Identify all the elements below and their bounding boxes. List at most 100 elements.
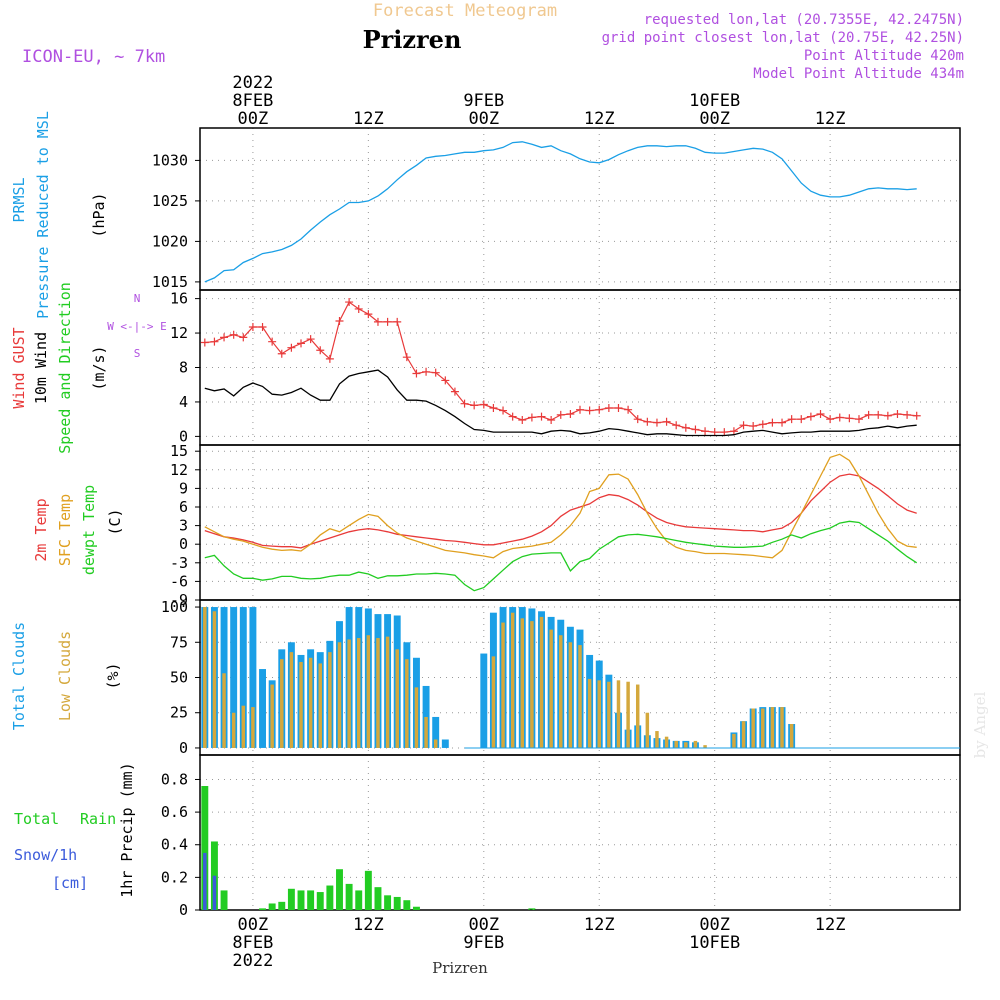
gust-point: [508, 412, 517, 421]
gust-point: [768, 418, 777, 427]
gust-point: [912, 411, 921, 420]
rain-bar: [307, 890, 315, 910]
gust-point: [412, 369, 421, 378]
rain-bar: [355, 890, 363, 910]
low-cloud-bar: [693, 740, 698, 748]
gust-point: [470, 401, 479, 410]
temp-unit: (C): [106, 508, 124, 535]
requested-coords: requested lon,lat (20.7355E, 42.2475N): [644, 12, 964, 28]
gust-point: [787, 415, 796, 424]
low-cloud-bar: [664, 736, 669, 748]
rain-bar: [287, 888, 295, 910]
ytick-label: 0: [179, 427, 188, 445]
gust-point: [662, 417, 671, 426]
gust-point: [556, 410, 565, 419]
gust-point: [778, 418, 787, 427]
gust-point: [864, 410, 873, 419]
gust-point: [229, 330, 238, 339]
point-altitude: Point Altitude 420m: [804, 48, 964, 64]
gust-point: [441, 376, 450, 385]
pressure-unit: (hPa): [90, 192, 108, 237]
gust-point: [354, 304, 363, 313]
low-cloud-bar: [491, 656, 496, 748]
gust-point: [681, 423, 690, 432]
precip-label-total: Total: [14, 810, 59, 828]
rain-bar: [297, 890, 305, 910]
gust-point: [566, 410, 575, 418]
low-cloud-bar: [203, 607, 207, 748]
wind-series-line: [204, 369, 917, 437]
gust-point: [210, 337, 219, 346]
rain-bar: [393, 896, 401, 910]
clouds-unit: (%): [104, 662, 122, 689]
low-cloud-bar: [222, 673, 226, 748]
gust-point: [720, 428, 729, 437]
model-altitude: Model Point Altitude 434m: [753, 66, 964, 82]
top-time-label: 9FEB: [463, 91, 504, 111]
clouds-label-low: Low Clouds: [56, 631, 74, 721]
ytick-label: 8: [179, 359, 188, 377]
top-time-label: 00Z: [238, 109, 269, 129]
total-cloud-bar: [249, 607, 257, 748]
ytick-label: -6: [170, 572, 188, 590]
gust-point: [431, 368, 440, 377]
gust-point: [874, 410, 883, 419]
gust-point: [316, 346, 325, 355]
ytick-label: 0.2: [161, 868, 188, 886]
low-cloud-bar: [616, 680, 621, 748]
gust-point: [729, 427, 738, 436]
top-time-label: 8FEB: [232, 91, 273, 111]
ytick-label: 0: [179, 535, 188, 553]
gust-point: [595, 405, 604, 414]
rain-bar: [201, 786, 209, 910]
snow-bar: [203, 852, 207, 910]
gust-point: [277, 349, 286, 358]
ytick-label: -3: [170, 554, 188, 572]
top-time-label: 12Z: [353, 109, 384, 129]
gust-point: [624, 405, 633, 414]
bottom-time-label: 00Z: [699, 915, 730, 935]
gust-point: [797, 415, 806, 424]
precip-unit: 1hr Precip (mm): [118, 762, 136, 897]
rain-bar: [403, 900, 411, 910]
panel-frame: [199, 127, 961, 291]
gust-point: [297, 339, 306, 348]
gust-point: [758, 420, 767, 429]
low-cloud-bar: [674, 740, 678, 748]
gust-point: [345, 298, 354, 307]
panel-frame: [199, 754, 961, 911]
ytick-label: 0: [179, 739, 188, 757]
total-cloud-bar: [259, 669, 266, 748]
ytick-label: 1030: [152, 151, 188, 169]
bottom-time-label: 10FEB: [689, 933, 740, 953]
gust-point: [364, 310, 373, 319]
rain-bar: [374, 887, 382, 910]
gust-point: [373, 317, 382, 326]
wind-label-gust: Wind GUST: [10, 327, 28, 408]
ytick-label: 75: [170, 633, 188, 651]
low-cloud-bar: [357, 638, 361, 748]
low-cloud-bar: [568, 642, 573, 748]
wind-unit: (m/s): [90, 345, 108, 390]
ytick-label: 0.4: [161, 836, 188, 854]
bottom-time-label: 8FEB: [232, 933, 273, 953]
gust-point: [239, 333, 248, 342]
low-cloud-bar: [347, 639, 351, 748]
rain-bar: [384, 895, 392, 910]
low-cloud-bar: [318, 663, 322, 748]
low-cloud-bar: [251, 707, 255, 748]
ytick-label: 12: [170, 324, 188, 342]
low-cloud-bar: [520, 618, 525, 748]
gust-point: [826, 415, 835, 424]
gust-point: [422, 367, 431, 376]
low-cloud-bar: [405, 659, 409, 748]
gust-point: [614, 403, 623, 412]
ytick-label: 16: [170, 290, 188, 308]
gust-point: [576, 405, 584, 414]
low-cloud-bar: [501, 622, 505, 748]
low-cloud-bar: [626, 681, 630, 748]
dewpt-series-line: [204, 520, 918, 592]
low-cloud-bar: [741, 721, 746, 748]
ytick-label: 1015: [152, 273, 188, 291]
ytick-label: 1025: [152, 192, 188, 210]
